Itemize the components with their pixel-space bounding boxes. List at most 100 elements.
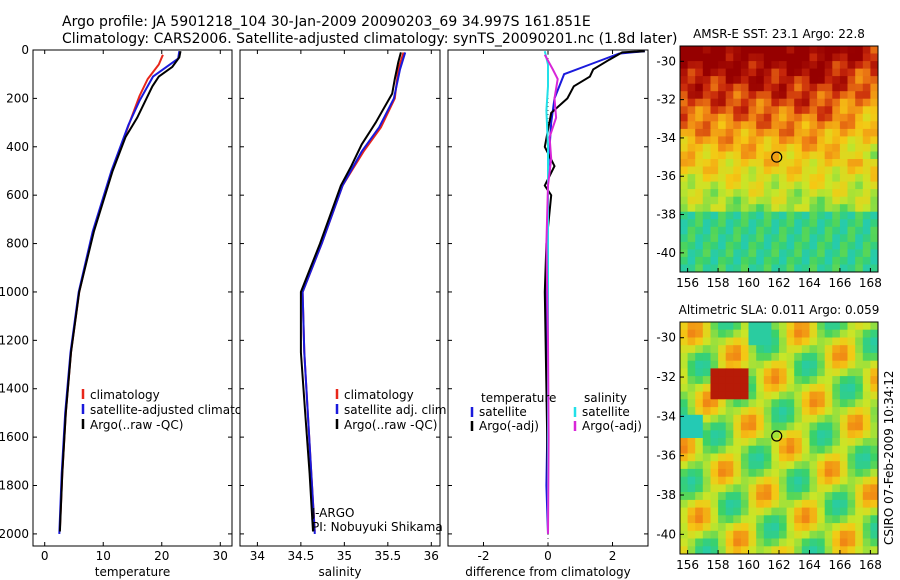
map-cell [710, 159, 719, 168]
map-cell [702, 329, 711, 338]
map-cell [680, 226, 689, 235]
map-cell [763, 391, 772, 400]
map-cell [779, 174, 788, 183]
map-cell [794, 256, 803, 265]
map-cell [725, 352, 734, 362]
header-line-2: Climatology: CARS2006. Satellite-adjuste… [62, 31, 677, 47]
map-cell [870, 174, 878, 183]
map-cell [794, 226, 803, 235]
map-cell [718, 329, 727, 338]
map-cell [832, 337, 841, 346]
map-cell [718, 83, 727, 92]
map-cell [725, 499, 734, 509]
map-cell [740, 128, 750, 137]
map-cell [839, 166, 849, 175]
y-tick-label: 600 [6, 188, 29, 202]
map-cell [733, 136, 742, 145]
map-cell [839, 530, 849, 540]
map-cell [824, 128, 833, 137]
x-tick-label: 0 [544, 549, 552, 563]
map-cell [771, 121, 780, 130]
map-cell [794, 106, 803, 115]
legend-label: climatology [90, 388, 160, 402]
map-cell [832, 430, 841, 439]
map-cell [824, 407, 833, 416]
map-cell [839, 204, 849, 213]
y-tick-label: -38 [656, 208, 676, 222]
map-cell [702, 499, 711, 509]
map-cell [733, 430, 742, 439]
map-cell [702, 360, 711, 369]
map-cell [725, 211, 734, 220]
map-cell [710, 546, 719, 554]
map-cell [733, 46, 742, 55]
map-cell [847, 128, 856, 137]
map-cell [748, 159, 757, 168]
map-cell [855, 453, 864, 462]
map-cell [740, 98, 750, 107]
map-cell [748, 264, 757, 272]
map-cell [855, 322, 864, 331]
map-cell [809, 61, 818, 70]
map-cell [786, 322, 795, 331]
map-cell [870, 484, 878, 493]
map-cell [870, 453, 878, 462]
map-cell [870, 211, 878, 220]
map-cell [801, 453, 810, 462]
map-cell [763, 376, 772, 385]
map-cell [809, 352, 818, 362]
map-cell [680, 383, 689, 393]
map-cell [771, 264, 780, 272]
map-cell [870, 461, 878, 470]
map-cell [786, 249, 795, 258]
map-cell [862, 113, 871, 122]
map-cell [702, 211, 711, 220]
argo-position-marker [771, 151, 783, 163]
map-cell [687, 249, 696, 258]
map-cell [832, 204, 841, 213]
map-cell [748, 128, 757, 137]
map-cell [687, 181, 696, 190]
map-cell [862, 143, 871, 152]
map-cell [687, 91, 696, 100]
map-cell [687, 438, 696, 447]
map-cell [809, 476, 818, 485]
map-cell [725, 383, 734, 393]
map-cell [702, 515, 711, 524]
map-cell [756, 151, 765, 160]
map-cell [725, 337, 734, 346]
map-cell [847, 414, 856, 424]
map-cell [725, 445, 734, 454]
map-cell [786, 46, 795, 55]
map-cell [862, 151, 871, 160]
map-cell [702, 159, 711, 168]
map-cell [710, 226, 719, 235]
map-cell [702, 414, 711, 424]
map-cell [733, 345, 742, 354]
map-cell [786, 360, 795, 369]
map-cell [801, 352, 810, 362]
map-cell [832, 391, 841, 400]
map-cell [680, 546, 689, 554]
map-cell [695, 98, 704, 107]
map-cell [718, 234, 727, 243]
map-cell [771, 453, 780, 462]
map-cell [855, 256, 864, 265]
map-cell [748, 189, 757, 198]
map-cell [702, 83, 711, 92]
map-cell [695, 337, 704, 346]
y-tick-label: 1000 [0, 285, 29, 299]
map-cell [847, 53, 856, 62]
map-cell [748, 383, 757, 393]
map-cell [870, 538, 878, 547]
map-cell [740, 453, 750, 462]
map-cell [832, 515, 841, 524]
map-cell [824, 46, 833, 55]
map-cell [855, 399, 864, 408]
map-cell [702, 264, 711, 272]
map-cell [801, 249, 810, 258]
map-cell [839, 468, 849, 478]
map-cell [847, 256, 856, 265]
map-cell [809, 249, 818, 258]
map-cell [862, 430, 871, 439]
